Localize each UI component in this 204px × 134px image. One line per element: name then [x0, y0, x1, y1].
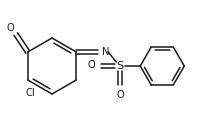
Text: O: O — [87, 60, 95, 70]
Text: S: S — [117, 61, 124, 71]
Text: O: O — [7, 23, 15, 33]
Text: Cl: Cl — [26, 88, 36, 98]
Text: O: O — [116, 90, 124, 100]
Text: N: N — [102, 47, 110, 57]
